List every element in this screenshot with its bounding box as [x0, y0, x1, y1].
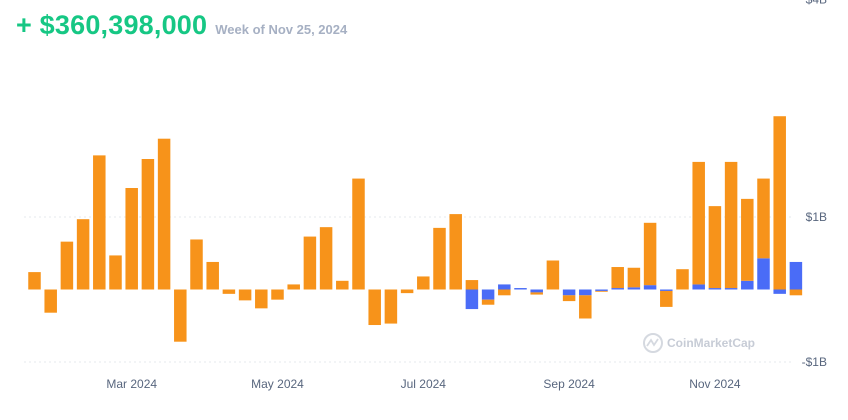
bar-orange: [757, 178, 770, 259]
bar-orange: [530, 292, 543, 295]
bar-orange: [271, 289, 284, 300]
x-tick-label: Nov 2024: [689, 377, 741, 391]
bar-orange: [465, 280, 479, 290]
x-tick-label: Mar 2024: [106, 377, 157, 391]
x-tick-label: Sep 2024: [543, 377, 595, 391]
x-tick-label: Jul 2024: [401, 377, 447, 391]
bar-orange: [417, 276, 430, 290]
bar-orange: [676, 269, 689, 290]
bar-orange: [660, 290, 673, 307]
bar-orange: [546, 260, 560, 290]
bar-blue: [627, 287, 641, 290]
bar-blue: [724, 288, 738, 290]
bar-orange: [368, 289, 381, 326]
bar-orange: [692, 161, 705, 285]
bar-orange: [611, 267, 624, 289]
bar-orange: [44, 289, 57, 313]
bar-orange: [724, 161, 738, 289]
bar-blue: [530, 289, 543, 293]
bar-orange: [125, 188, 138, 290]
bar-orange: [190, 239, 203, 290]
y-tick-label: -$1B: [802, 355, 827, 369]
bar-orange: [498, 289, 511, 296]
bar-orange: [109, 255, 122, 290]
bar-orange: [206, 261, 219, 290]
bar-orange: [400, 289, 414, 294]
bar-blue: [773, 289, 786, 294]
weekly-total: + $360,398,000: [16, 10, 208, 40]
bar-blue: [789, 261, 803, 290]
bar-blue: [708, 288, 722, 290]
bar-orange: [174, 289, 187, 342]
watermark: CoinMarketCap: [643, 333, 755, 353]
bar-orange: [157, 138, 171, 290]
bar-orange: [741, 198, 754, 281]
bar-blue: [562, 289, 576, 296]
bar-blue: [757, 258, 770, 290]
bar-orange: [28, 272, 41, 290]
bar-orange: [238, 289, 252, 301]
bar-orange: [319, 227, 333, 290]
bar-orange: [93, 155, 106, 290]
bar-orange: [562, 295, 576, 302]
bar-orange: [60, 241, 74, 290]
bar-orange: [449, 214, 462, 290]
x-axis: Mar 2024 May 2024 Jul 2024 Sep 2024 Nov 2024: [106, 377, 741, 391]
bar-orange: [433, 227, 446, 290]
bar-orange: [773, 116, 786, 290]
week-label: Week of Nov 25, 2024: [215, 22, 348, 37]
bar-orange: [595, 290, 608, 292]
bar-blue: [481, 289, 495, 300]
bar-orange: [627, 267, 641, 288]
header: + $360,398,000 Week of Nov 25, 2024: [16, 10, 347, 41]
bar-blue: [660, 289, 673, 291]
bar-orange: [287, 284, 300, 290]
bar-blue: [692, 284, 705, 290]
bar-orange: [303, 236, 317, 290]
coinmarketcap-logo-mark: [646, 338, 659, 347]
bar-blue: [579, 289, 592, 296]
y-tick-label: $1B: [806, 210, 827, 224]
bar-orange: [352, 178, 365, 290]
bar-orange: [76, 219, 90, 290]
bar-orange: [336, 280, 349, 290]
bar-orange: [255, 289, 268, 309]
bar-orange: [789, 289, 803, 296]
bar-orange: [141, 159, 155, 290]
bar-orange: [643, 222, 657, 286]
bar-orange: [481, 299, 495, 305]
watermark-text: CoinMarketCap: [667, 336, 755, 350]
grid: [24, 216, 792, 363]
y-axis: $4B $1B -$1B: [802, 0, 827, 369]
coinmarketcap-logo-icon: [643, 333, 663, 353]
bar-orange: [384, 289, 398, 324]
bar-blue: [498, 284, 511, 290]
bar-orange: [222, 289, 236, 294]
bar-blue: [465, 289, 479, 310]
bar-blue: [611, 288, 624, 290]
bars: [28, 116, 803, 342]
bar-blue: [741, 280, 754, 290]
y-tick-label: $4B: [806, 0, 827, 7]
bar-orange: [579, 295, 592, 319]
bar-blue: [514, 288, 527, 290]
bar-blue: [595, 289, 608, 291]
bar-blue: [643, 285, 657, 290]
x-tick-label: May 2024: [251, 377, 304, 391]
bar-orange: [708, 206, 722, 289]
